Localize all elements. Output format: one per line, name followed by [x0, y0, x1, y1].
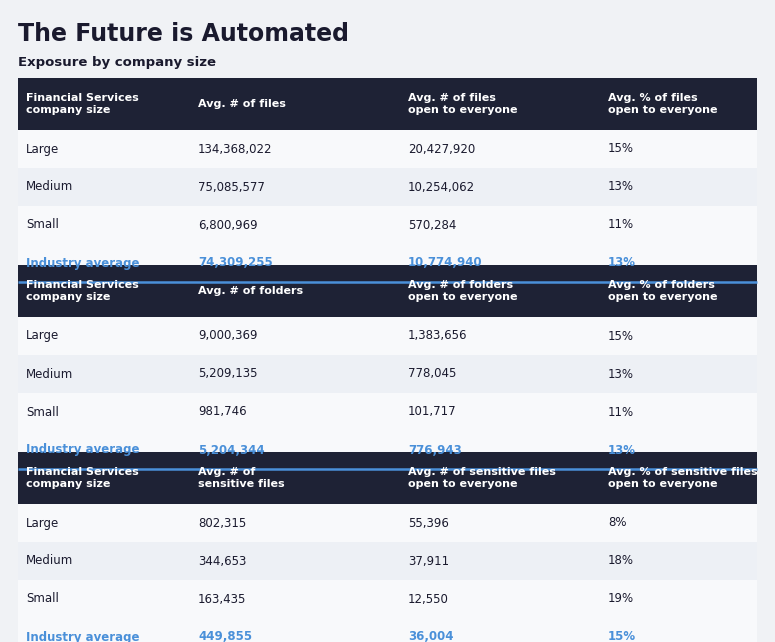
Text: 11%: 11%: [608, 218, 634, 232]
Text: 9,000,369: 9,000,369: [198, 329, 257, 342]
Text: 981,746: 981,746: [198, 406, 246, 419]
Text: 13%: 13%: [608, 257, 636, 270]
Text: Avg. % of folders
open to everyone: Avg. % of folders open to everyone: [608, 280, 718, 302]
Text: Financial Services
company size: Financial Services company size: [26, 467, 139, 489]
Bar: [18, 618, 757, 642]
Text: 8%: 8%: [608, 517, 626, 530]
Text: 163,435: 163,435: [198, 593, 246, 605]
Text: Small: Small: [26, 593, 59, 605]
Text: 36,004: 36,004: [408, 630, 453, 642]
Text: 13%: 13%: [608, 180, 634, 193]
Text: Medium: Medium: [26, 555, 74, 568]
Text: Small: Small: [26, 406, 59, 419]
Bar: [18, 168, 757, 206]
Text: 11%: 11%: [608, 406, 634, 419]
Text: 15%: 15%: [608, 329, 634, 342]
Text: Medium: Medium: [26, 367, 74, 381]
Text: Avg. % of sensitive files
open to everyone: Avg. % of sensitive files open to everyo…: [608, 467, 758, 489]
Text: 13%: 13%: [608, 444, 636, 456]
Text: Avg. # of sensitive files
open to everyone: Avg. # of sensitive files open to everyo…: [408, 467, 556, 489]
Text: 13%: 13%: [608, 367, 634, 381]
Text: Avg. % of files
open to everyone: Avg. % of files open to everyone: [608, 92, 718, 116]
Text: 74,309,255: 74,309,255: [198, 257, 273, 270]
Text: Avg. # of folders: Avg. # of folders: [198, 286, 303, 296]
Text: 1,383,656: 1,383,656: [408, 329, 467, 342]
Text: 776,943: 776,943: [408, 444, 462, 456]
Bar: [18, 393, 757, 431]
Text: 134,368,022: 134,368,022: [198, 143, 273, 155]
Text: 12,550: 12,550: [408, 593, 449, 605]
Text: 10,774,940: 10,774,940: [408, 257, 483, 270]
Bar: [18, 504, 757, 542]
Text: 6,800,969: 6,800,969: [198, 218, 257, 232]
Text: Large: Large: [26, 517, 59, 530]
Text: 15%: 15%: [608, 630, 636, 642]
Bar: [18, 130, 757, 168]
Text: 10,254,062: 10,254,062: [408, 180, 475, 193]
Text: Financial Services
company size: Financial Services company size: [26, 92, 139, 116]
Text: The Future is Automated: The Future is Automated: [18, 22, 349, 46]
Text: Industry average: Industry average: [26, 630, 140, 642]
Bar: [18, 355, 757, 393]
Bar: [18, 452, 757, 504]
Text: Financial Services
company size: Financial Services company size: [26, 280, 139, 302]
Text: 778,045: 778,045: [408, 367, 456, 381]
Text: Large: Large: [26, 143, 59, 155]
Text: 18%: 18%: [608, 555, 634, 568]
Text: 570,284: 570,284: [408, 218, 456, 232]
Bar: [18, 206, 757, 244]
Text: 802,315: 802,315: [198, 517, 246, 530]
Bar: [18, 542, 757, 580]
Bar: [18, 78, 757, 130]
Text: 55,396: 55,396: [408, 517, 449, 530]
Bar: [18, 244, 757, 282]
Text: 101,717: 101,717: [408, 406, 456, 419]
Bar: [18, 580, 757, 618]
Text: Medium: Medium: [26, 180, 74, 193]
Text: 75,085,577: 75,085,577: [198, 180, 265, 193]
Bar: [18, 265, 757, 317]
Text: 19%: 19%: [608, 593, 634, 605]
Text: Industry average: Industry average: [26, 257, 140, 270]
Text: Avg. # of files: Avg. # of files: [198, 99, 286, 109]
Text: Avg. # of
sensitive files: Avg. # of sensitive files: [198, 467, 284, 489]
Text: Avg. # of files
open to everyone: Avg. # of files open to everyone: [408, 92, 518, 116]
Text: 344,653: 344,653: [198, 555, 246, 568]
Bar: [18, 431, 757, 469]
Text: Small: Small: [26, 218, 59, 232]
Text: 37,911: 37,911: [408, 555, 450, 568]
Text: Avg. # of folders
open to everyone: Avg. # of folders open to everyone: [408, 280, 518, 302]
Text: Large: Large: [26, 329, 59, 342]
Text: 449,855: 449,855: [198, 630, 252, 642]
Text: Industry average: Industry average: [26, 444, 140, 456]
Text: Exposure by company size: Exposure by company size: [18, 56, 216, 69]
Text: 15%: 15%: [608, 143, 634, 155]
Text: 20,427,920: 20,427,920: [408, 143, 475, 155]
Text: 5,209,135: 5,209,135: [198, 367, 257, 381]
Text: 5,204,344: 5,204,344: [198, 444, 264, 456]
Bar: [18, 317, 757, 355]
